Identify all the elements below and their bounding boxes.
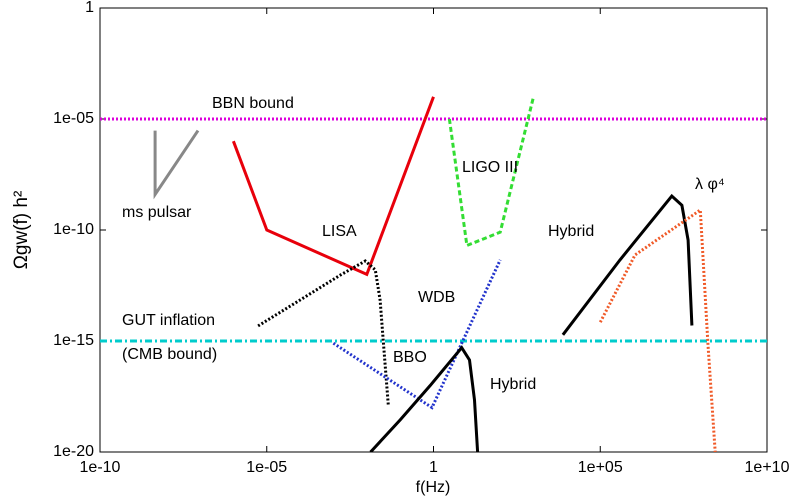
series-line — [561, 193, 694, 336]
plot-area — [100, 96, 767, 452]
series-line — [447, 96, 535, 248]
series-label: Hybrid — [490, 376, 536, 393]
series-label: BBN bound — [212, 95, 294, 112]
series-label: LIGO III — [462, 159, 518, 176]
y-tick-label: 1e-15 — [53, 332, 94, 349]
series-label: GUT inflation — [122, 312, 215, 329]
series-line — [598, 207, 717, 452]
y-tick-label: 1e-10 — [53, 221, 94, 238]
series-line — [369, 345, 480, 452]
series-label: WDB — [418, 289, 455, 306]
y-tick-label: 1 — [85, 0, 94, 16]
series-line — [257, 259, 390, 406]
series-label: BBO — [393, 349, 427, 366]
series-label: λ φ⁴ — [695, 176, 725, 193]
series-line — [153, 129, 200, 200]
series-label: LISA — [322, 223, 357, 240]
annotation: (CMB bound) — [122, 346, 217, 363]
y-tick-label: 1e-05 — [53, 110, 94, 127]
x-tick-label: 1e-10 — [80, 459, 121, 476]
x-tick-label: 1e+05 — [578, 459, 623, 476]
series-line — [231, 96, 435, 277]
series-label: Hybrid — [548, 223, 594, 240]
x-axis-label: f(Hz) — [416, 479, 451, 496]
y-tick-label: 1e-20 — [53, 443, 94, 460]
y-axis-label: Ωgw(f) h² — [11, 191, 32, 270]
series-label: ms pulsar — [122, 204, 192, 221]
x-tick-label: 1e-05 — [246, 459, 287, 476]
x-tick-label: 1 — [429, 459, 438, 476]
x-tick-label: 1e+10 — [745, 459, 790, 476]
series-line — [332, 259, 502, 410]
plot-frame — [99, 7, 768, 453]
